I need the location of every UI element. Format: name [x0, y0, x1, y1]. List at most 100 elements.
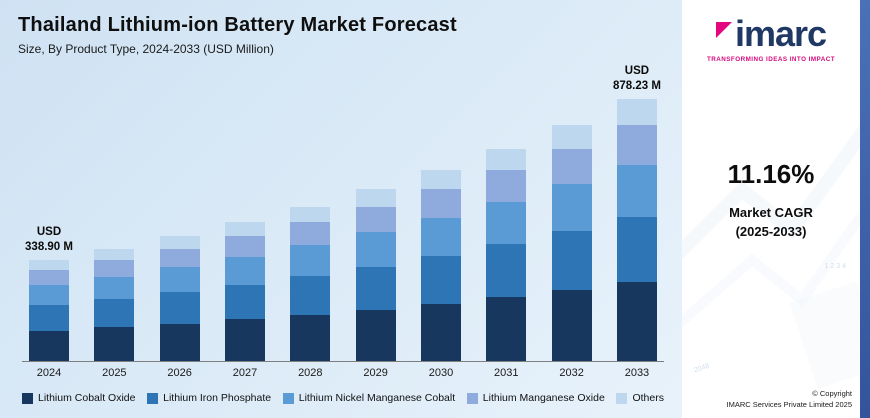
x-axis-label: 2025	[102, 367, 127, 379]
bar-segment	[551, 125, 592, 149]
bar-segment	[355, 206, 396, 233]
brand-sidebar: 1 2 3 4 2048 imarc TRANSFORMING IDEAS IN…	[682, 0, 860, 418]
bar-segment	[420, 256, 461, 304]
bar-segment	[616, 164, 657, 217]
bar-segment	[486, 297, 527, 361]
legend-item: Lithium Manganese Oxide	[466, 392, 605, 404]
bar-segment	[355, 189, 396, 207]
bar-segment	[290, 276, 331, 315]
bar-segment	[420, 217, 461, 257]
bar-segment	[224, 319, 265, 361]
bar-segment	[551, 148, 592, 185]
bar-segment	[486, 170, 527, 203]
chart-subtitle: Size, By Product Type, 2024-2033 (USD Mi…	[18, 42, 274, 56]
bar-segment	[29, 330, 69, 361]
legend-label: Others	[632, 392, 664, 404]
cagr-block: 11.16% Market CAGR (2025-2033)	[728, 159, 815, 242]
bar-segment	[94, 327, 135, 361]
bar-segment	[159, 236, 200, 249]
bar-segment	[551, 290, 592, 361]
copyright-notice: © Copyright IMARC Services Private Limit…	[727, 388, 852, 411]
x-axis-label: 2024	[36, 367, 62, 379]
bar-segment	[94, 299, 135, 328]
bar-segment	[551, 231, 592, 291]
cagr-label-line1: Market CAGR	[729, 205, 813, 220]
bar-segment	[159, 248, 200, 268]
bar-segment	[420, 170, 461, 190]
bar-segment	[486, 149, 527, 171]
chart-title: Thailand Lithium-ion Battery Market Fore…	[18, 14, 457, 36]
stacked-bar-chart: 2024 USD 338.90 M 2025 2026 2027 2028 2029 2030 2…	[22, 65, 664, 379]
legend-swatch-icon	[147, 392, 159, 404]
bar-column-2027: 2027	[222, 100, 268, 379]
copyright-line2: IMARC Services Private Limited 2025	[726, 399, 852, 409]
watermark-number: 1 2 3 4	[824, 263, 846, 270]
x-axis-label: 2032	[559, 367, 584, 379]
bar-column-2031: 2031	[483, 100, 529, 379]
imarc-logo: imarc	[715, 13, 827, 54]
cagr-label: Market CAGR (2025-2033)	[728, 204, 815, 242]
x-axis-label: 2027	[232, 367, 258, 379]
legend-label: Lithium Nickel Manganese Cobalt	[298, 392, 456, 404]
x-axis-label: 2030	[428, 367, 454, 379]
stacked-bar	[94, 248, 135, 361]
bar-column-2026: 2026	[157, 100, 203, 379]
legend-label: Lithium Cobalt Oxide	[38, 392, 136, 404]
chart-legend: Lithium Cobalt Oxide Lithium Iron Phospha…	[22, 392, 664, 404]
bar-segment	[29, 285, 69, 306]
bar-segment	[290, 245, 331, 277]
cagr-label-line2: (2025-2033)	[735, 223, 807, 239]
bar-column-2028: 2028	[287, 100, 333, 379]
stacked-bar	[551, 125, 592, 361]
bar-segment	[290, 314, 331, 361]
legend-swatch-icon	[616, 392, 628, 404]
bar-segment	[486, 244, 527, 298]
bar-segment	[420, 303, 461, 361]
watermark-number: 2048	[693, 362, 711, 375]
imarc-tagline: TRANSFORMING IDEAS INTO IMPACT	[706, 56, 835, 63]
legend-swatch-icon	[22, 392, 33, 404]
bar-segment	[29, 270, 69, 286]
legend-item: Others	[616, 392, 664, 404]
bar-segment	[355, 232, 396, 267]
bar-segment	[551, 184, 592, 232]
legend-swatch-icon	[466, 392, 478, 404]
copyright-line1: © Copyright	[812, 388, 852, 398]
bar-column-2029: 2029	[353, 100, 399, 379]
bar-segment	[224, 256, 265, 285]
x-axis-label: 2028	[298, 367, 323, 379]
bar-segment	[355, 309, 396, 361]
bar-segment	[224, 284, 265, 320]
stacked-bar	[486, 149, 527, 361]
legend-swatch-icon	[282, 392, 294, 404]
cagr-value: 11.16%	[727, 159, 815, 189]
stacked-bar	[29, 259, 69, 361]
bar-column-2033: 2033 USD 878.23 M	[613, 65, 661, 379]
chart-panel: Thailand Lithium-ion Battery Market Fore…	[0, 0, 682, 418]
bar-column-2030: 2030	[418, 100, 464, 379]
bar-segment	[420, 189, 461, 218]
bar-segment	[616, 282, 657, 361]
x-axis-label: 2026	[167, 367, 192, 379]
imarc-logo-triangle-icon	[715, 22, 732, 38]
stacked-bar	[224, 222, 265, 361]
bar-column-2024: 2024 USD 338.90 M	[25, 100, 73, 379]
stacked-bar	[616, 99, 657, 361]
legend-item: Lithium Cobalt Oxide	[22, 392, 135, 404]
bar-segment	[616, 125, 657, 165]
bar-segment	[94, 259, 135, 277]
bar-column-2025: 2025	[91, 100, 137, 379]
bar-segment	[224, 222, 265, 237]
imarc-logo-text: imarc	[734, 13, 827, 54]
bar-segment	[355, 266, 396, 310]
bar-segment	[29, 259, 69, 271]
legend-item: Lithium Nickel Manganese Cobalt	[282, 392, 456, 404]
legend-label: Lithium Iron Phosphate	[163, 392, 272, 404]
bar-segment	[616, 216, 657, 283]
bar-segment	[486, 202, 527, 245]
right-edge-accent-bar	[860, 0, 870, 418]
bar-segment	[159, 323, 200, 361]
x-axis-label: 2029	[363, 367, 388, 379]
value-annotation: USD 878.23 M	[612, 65, 661, 92]
